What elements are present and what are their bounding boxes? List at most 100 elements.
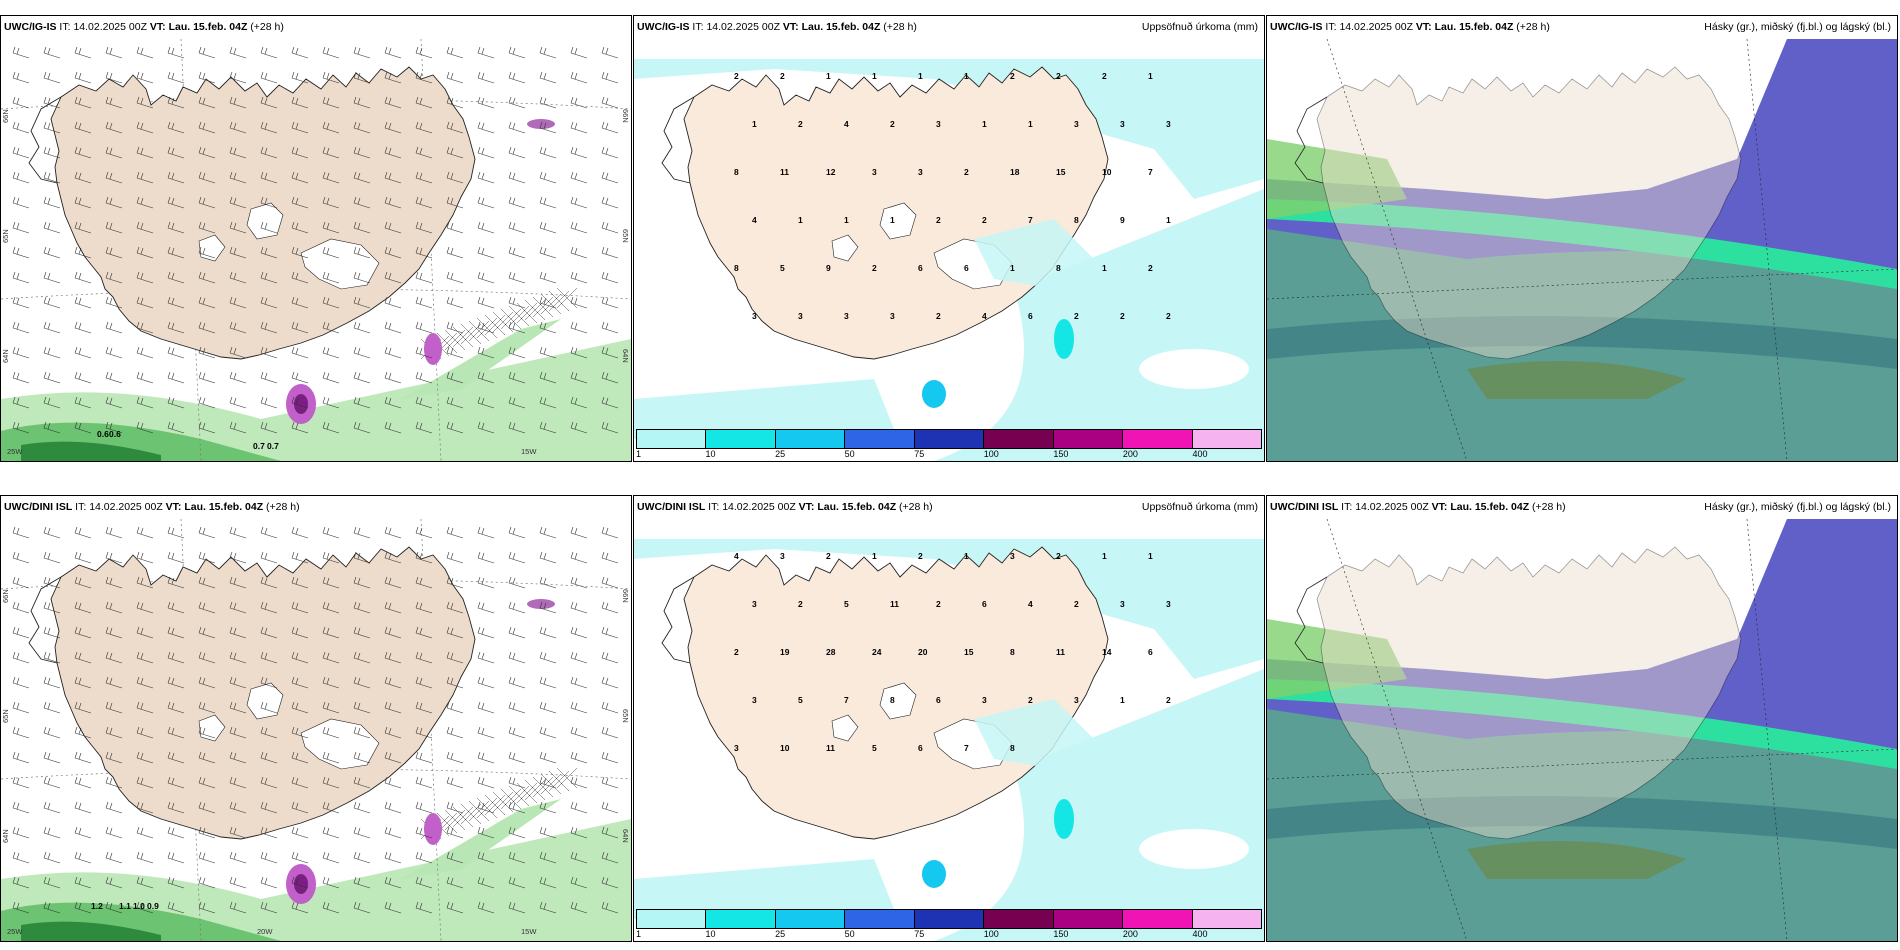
precip-value: 1 xyxy=(982,119,987,129)
precip-value: 2 xyxy=(734,647,739,657)
precip-value: 2 xyxy=(826,551,831,561)
it-value: 14.02.2025 00Z xyxy=(1339,21,1413,33)
legend-label: 50 xyxy=(844,929,855,939)
legend-label: 200 xyxy=(1122,929,1138,939)
cloud-title: Hásky (gr.), miðský (fj.bl.) og lágský (… xyxy=(1704,21,1891,33)
iceland-land xyxy=(28,66,476,360)
legend-swatch xyxy=(1053,910,1124,928)
it-label: IT: xyxy=(1325,21,1337,33)
precip-value: 12 xyxy=(826,167,836,177)
precip-value: 28 xyxy=(826,647,836,657)
vt-value: Lau. 15.feb. 04Z xyxy=(1434,21,1514,33)
precip-value: 1 xyxy=(1148,71,1153,81)
map-wind: 66N 66N 65N 65N 64N 64N 25W 15W 0.6 0.6 0.7 0.7 xyxy=(1,39,631,461)
precip-value: 1 xyxy=(1148,551,1153,561)
lead-time: (+28 h) xyxy=(266,501,300,513)
precip-value: 2 xyxy=(798,599,803,609)
lat-label-right: 64N xyxy=(621,349,630,363)
legend-swatch xyxy=(775,910,846,928)
legend-swatch xyxy=(637,910,707,928)
precip-value: 3 xyxy=(918,167,923,177)
precip-value: 1 xyxy=(872,71,877,81)
lon-label: 15W xyxy=(521,447,537,456)
map-cloud xyxy=(1267,519,1897,941)
precip-value: 8 xyxy=(1074,215,1079,225)
precip-value: 6 xyxy=(982,599,987,609)
precip-value: 15 xyxy=(964,647,974,657)
lat-label-left: 65N xyxy=(1,709,10,723)
legend-label: 10 xyxy=(705,449,716,459)
legend-swatch xyxy=(637,430,707,448)
precip-value: 1 xyxy=(890,215,895,225)
precip-value: 2 xyxy=(1056,551,1061,561)
lat-label-left: 64N xyxy=(1,829,10,843)
precip-value: 2 xyxy=(1074,599,1079,609)
panel-wind-top: UWC/IG-IS IT: 14.02.2025 00Z VT: Lau. 15… xyxy=(0,15,632,462)
value-label: 0.6 xyxy=(109,429,121,439)
precip-value: 2 xyxy=(936,311,941,321)
precip-value: 2 xyxy=(1120,311,1125,321)
precip-value: 19 xyxy=(780,647,790,657)
precip-value: 3 xyxy=(890,311,895,321)
precip-value: 5 xyxy=(844,599,849,609)
precip-value: 1 xyxy=(844,215,849,225)
precip-value: 2 xyxy=(798,119,803,129)
precip-value: 1 xyxy=(752,119,757,129)
value-label: 0.6 xyxy=(97,429,109,439)
legend-label: 10 xyxy=(705,929,716,939)
it-label: IT: xyxy=(692,21,704,33)
precip-value: 18 xyxy=(1010,167,1020,177)
precip-value: 9 xyxy=(1120,215,1125,225)
panel-header: UWC/DINI ISL IT: 14.02.2025 00Z VT: Lau.… xyxy=(634,496,1264,519)
legend-bar xyxy=(636,429,1262,449)
precip-value: 6 xyxy=(918,263,923,273)
panel-wind-bottom: UWC/DINI ISL IT: 14.02.2025 00Z VT: Lau.… xyxy=(0,495,632,942)
it-label: IT: xyxy=(75,501,87,513)
precip-legend: 1 10 25 50 75 100 150 200 400 xyxy=(636,429,1262,459)
precip-value: 1 xyxy=(872,551,877,561)
lead-time: (+28 h) xyxy=(883,21,917,33)
it-label: IT: xyxy=(708,501,720,513)
precip-value: 14 xyxy=(1102,647,1112,657)
precip-value: 4 xyxy=(1028,599,1033,609)
panel-header: UWC/IG-IS IT: 14.02.2025 00Z VT: Lau. 15… xyxy=(634,16,1264,39)
precip-value: 2 xyxy=(1166,311,1171,321)
precip-value: 9 xyxy=(826,263,831,273)
legend-swatch xyxy=(845,910,915,928)
precip-value: 6 xyxy=(1148,647,1153,657)
precip-value: 10 xyxy=(780,743,790,753)
precip-value: 7 xyxy=(1148,167,1153,177)
legend-swatch xyxy=(1123,430,1193,448)
precip-value: 11 xyxy=(890,599,899,609)
lat-label-right: 65N xyxy=(621,709,630,723)
precip-value: 11 xyxy=(1056,647,1065,657)
lon-label: 25W xyxy=(7,927,23,936)
precip-value: 7 xyxy=(844,695,849,705)
it-value: 14.02.2025 00Z xyxy=(706,21,780,33)
precip-value: 5 xyxy=(798,695,803,705)
panel-cloud-bottom: UWC/DINI ISL IT: 14.02.2025 00Z VT: Lau.… xyxy=(1266,495,1898,942)
iceland-land xyxy=(661,546,1109,888)
precip-value: 3 xyxy=(752,695,757,705)
vt-value: Lau. 15.feb. 04Z xyxy=(817,501,897,513)
lat-label-right: 65N xyxy=(621,229,630,243)
precip-value: 2 xyxy=(1028,695,1033,705)
precip-value: 3 xyxy=(982,695,987,705)
precip-value: 1 xyxy=(964,551,969,561)
legend-swatch xyxy=(1192,430,1261,448)
lead-time: (+28 h) xyxy=(1532,501,1566,513)
precip-value: 3 xyxy=(780,551,785,561)
precip-title: Uppsöfnuð úrkoma (mm) xyxy=(1141,21,1258,33)
precip-value: 8 xyxy=(734,167,739,177)
model-name: UWC/IG-IS xyxy=(637,21,690,33)
precip-value: 7 xyxy=(1028,215,1033,225)
vt-label: VT: xyxy=(782,21,799,33)
legend-label: 75 xyxy=(914,449,925,459)
legend-swatch xyxy=(1123,910,1193,928)
precip-value: 2 xyxy=(1102,71,1107,81)
map-precip: 4 3 2 1 2 1 3 2 1 1 3 2 5 11 2 6 4 2 3 3 2 19 28 24 20 15 8 11 14 6 3 5… xyxy=(634,519,1264,941)
green-precip-area xyxy=(1,319,631,461)
precip-value: 2 xyxy=(1074,311,1079,321)
precip-title: Uppsöfnuð úrkoma (mm) xyxy=(1141,501,1258,513)
legend-swatch xyxy=(1053,430,1124,448)
